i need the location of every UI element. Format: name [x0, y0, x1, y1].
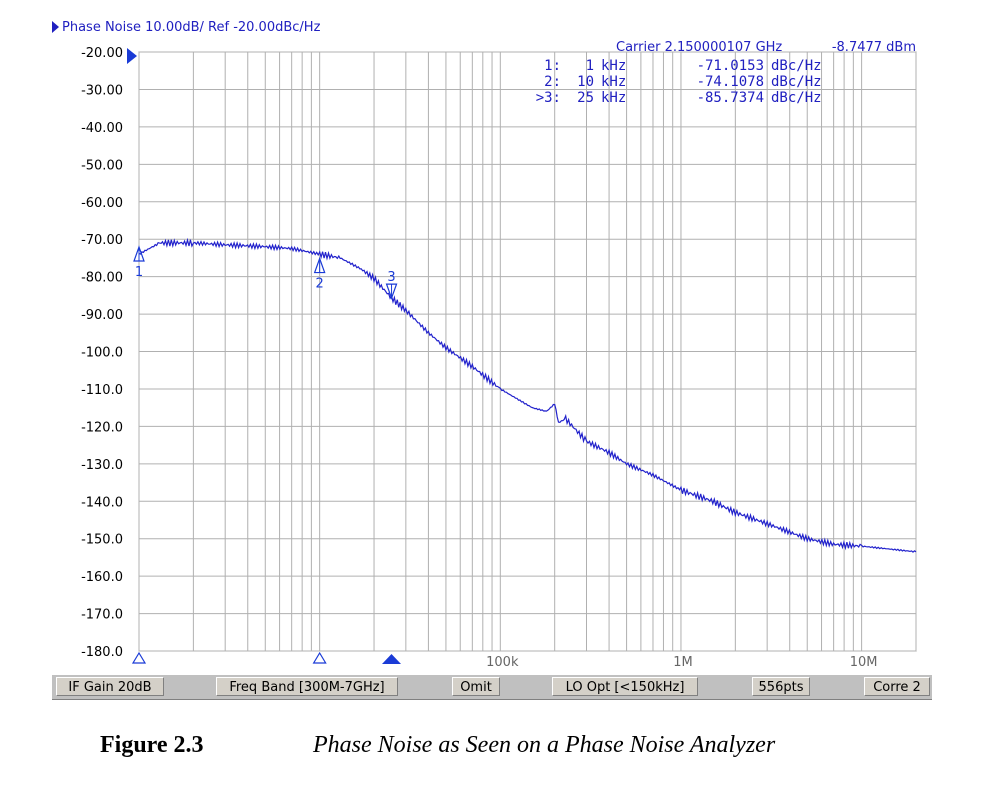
- y-tick-label: -90.00: [81, 308, 123, 323]
- y-tick-label: -80.00: [81, 271, 123, 286]
- y-tick-label: -30.00: [81, 83, 123, 98]
- marker-1[interactable]: 1: [131, 245, 147, 664]
- y-tick-label: -120.0: [81, 420, 123, 435]
- marker-row-freq-unit: kHz: [601, 90, 626, 106]
- if-gain-button[interactable]: IF Gain 20dB: [56, 677, 164, 696]
- grid: [138, 51, 917, 652]
- status-bar: IF Gain 20dB Freq Band [300M-7GHz] Omit …: [52, 674, 932, 700]
- marker-row-freq: 10: [577, 74, 594, 90]
- y-tick-label: -20.00: [81, 46, 123, 61]
- marker-row-freq: 25: [577, 90, 594, 106]
- y-tick-labels: -20.00 -30.00 -40.00 -50.00 -60.00 -70.00 -80.…: [81, 46, 123, 660]
- carrier-power: -8.7477 dBm: [832, 40, 916, 55]
- title-triangle-icon: [52, 21, 59, 33]
- marker-row-value: -71.0153: [697, 58, 764, 74]
- x-axis-marker-triangle-icon[interactable]: [382, 654, 401, 664]
- marker-row-id: >3:: [536, 90, 561, 106]
- axis-marker-icon: [131, 651, 147, 664]
- y-tick-label: -180.0: [81, 645, 123, 660]
- trace-layer: [138, 237, 917, 553]
- corr-button[interactable]: Corre 2: [864, 677, 930, 696]
- y-tick-label: -170.0: [81, 608, 123, 623]
- y-tick-label: -50.00: [81, 158, 123, 173]
- y-tick-label: -100.0: [81, 346, 123, 361]
- marker-row-id: 1:: [544, 58, 561, 74]
- figure-caption: Phase Noise as Seen on a Phase Noise Ana…: [313, 732, 776, 758]
- y-tick-label: -150.0: [81, 533, 123, 548]
- marker-row-freq-unit: kHz: [601, 58, 626, 74]
- chart-title: Phase Noise 10.00dB/ Ref -20.00dBc/Hz: [62, 20, 321, 35]
- marker-row-unit: dBc/Hz: [771, 74, 822, 90]
- marker-row-value: -74.1078: [697, 74, 764, 90]
- marker-row-freq: 1: [586, 58, 594, 74]
- marker-layer: 1 2 3: [131, 245, 398, 664]
- y-tick-label: -160.0: [81, 570, 123, 585]
- marker-row-freq-unit: kHz: [601, 74, 626, 90]
- y-tick-label: -140.0: [81, 495, 123, 510]
- marker-label: 1: [135, 265, 143, 280]
- x-tick-label: 1M: [673, 655, 693, 670]
- figure-number: Figure 2.3: [100, 732, 204, 758]
- trace-line: [138, 237, 917, 553]
- marker-row-unit: dBc/Hz: [771, 90, 822, 106]
- y-tick-label: -70.00: [81, 233, 123, 248]
- y-tick-label: -130.0: [81, 458, 123, 473]
- points-button[interactable]: 556pts: [752, 677, 810, 696]
- omit-button[interactable]: Omit: [452, 677, 500, 696]
- marker-2[interactable]: 2: [312, 256, 327, 664]
- marker-label: 3: [387, 270, 395, 285]
- y-tick-label: -40.00: [81, 121, 123, 136]
- y-tick-label: -110.0: [81, 383, 123, 398]
- marker-3[interactable]: 3: [385, 270, 398, 300]
- lo-opt-button[interactable]: LO Opt [<150kHz]: [552, 677, 698, 696]
- axis-marker-icon: [312, 651, 327, 664]
- x-tick-label: 100k: [486, 655, 519, 670]
- marker-row-id: 2:: [544, 74, 561, 90]
- marker-label: 2: [316, 277, 324, 292]
- y-tick-label: -60.00: [81, 196, 123, 211]
- freq-band-button[interactable]: Freq Band [300M-7GHz]: [216, 677, 398, 696]
- x-tick-labels: 100k 1M 10M: [486, 655, 877, 670]
- marker-row-value: -85.7374: [697, 90, 764, 106]
- marker-table: 1: 1 kHz -71.0153 dBc/Hz 2: 10 kHz -74.1…: [536, 58, 822, 106]
- ref-level-pointer-icon: [127, 48, 137, 64]
- marker-row-unit: dBc/Hz: [771, 58, 822, 74]
- x-tick-label: 10M: [850, 655, 878, 670]
- carrier-label: Carrier 2.150000107 GHz: [616, 40, 782, 55]
